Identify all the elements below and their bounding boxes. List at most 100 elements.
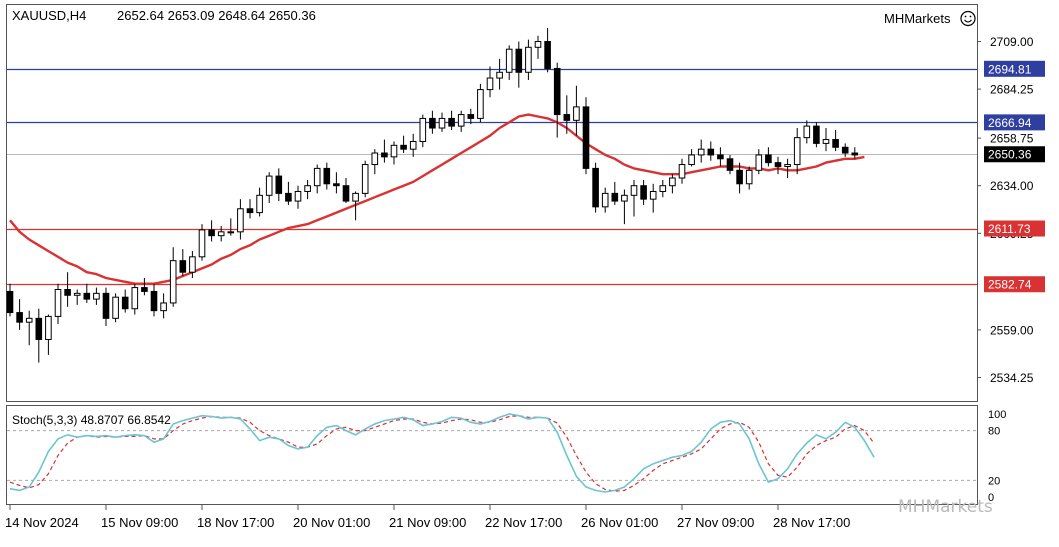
candle xyxy=(448,110,455,130)
candle xyxy=(25,310,33,346)
candle xyxy=(429,110,436,134)
stoch-panel-frame xyxy=(6,405,978,505)
time-label: 20 Nov 01:00 xyxy=(293,515,370,530)
stochastic-oscillator: 100 80 20 0 xyxy=(7,409,1006,504)
price-tick-label: 2559.00 xyxy=(990,323,1034,337)
candle-body xyxy=(457,114,465,127)
candle-body xyxy=(208,229,215,237)
candle-body xyxy=(851,152,859,156)
candle xyxy=(208,220,215,242)
candle-body xyxy=(640,185,647,200)
stoch-axis-label: 80 xyxy=(988,426,1000,438)
candle xyxy=(246,199,254,219)
candle xyxy=(697,139,705,163)
candle-body xyxy=(342,185,350,202)
candle-body xyxy=(611,192,619,202)
candle xyxy=(217,226,225,242)
candle-body xyxy=(496,71,503,79)
candle xyxy=(381,139,388,163)
candle-body xyxy=(793,137,801,166)
candle xyxy=(265,172,273,203)
candle xyxy=(573,85,580,136)
candle xyxy=(707,141,715,161)
candle-body xyxy=(736,169,743,185)
candle xyxy=(582,97,590,175)
candle xyxy=(313,164,321,194)
candle-body xyxy=(563,114,571,121)
level-tag-bg xyxy=(984,114,1045,131)
candle xyxy=(563,95,571,134)
candle-body xyxy=(256,194,263,214)
candle-body xyxy=(102,292,110,319)
candle-body xyxy=(246,208,254,214)
time-label: 27 Nov 09:00 xyxy=(677,515,754,530)
candle-body xyxy=(544,41,551,69)
candle xyxy=(54,283,62,325)
candle-body xyxy=(649,190,657,200)
candle xyxy=(525,39,532,80)
candle xyxy=(361,160,369,198)
candle xyxy=(803,120,811,144)
candle xyxy=(121,289,129,313)
candle-body xyxy=(390,144,398,158)
candle-body xyxy=(141,287,148,292)
level-price-tags: 2694.81 2666.94 2611.73 2582.74 2650.36 xyxy=(984,60,1045,293)
time-label: 22 Nov 17:00 xyxy=(485,515,562,530)
price-tick-label: 2684.25 xyxy=(990,83,1034,97)
candle xyxy=(640,179,647,205)
candle-body xyxy=(582,106,590,169)
candle-body xyxy=(486,77,494,91)
candle-body xyxy=(592,167,599,208)
candle-body xyxy=(169,260,177,304)
candle xyxy=(793,128,801,175)
price-tick-label: 2634.00 xyxy=(990,179,1034,193)
candle xyxy=(141,277,148,296)
stoch-signal-line xyxy=(9,415,875,492)
candles xyxy=(6,28,859,363)
candle xyxy=(438,112,446,132)
candle xyxy=(765,147,772,167)
current-price-tag-label: 2650.36 xyxy=(988,148,1032,162)
candle-body xyxy=(525,46,532,73)
brand-watermark: MHMarkets xyxy=(898,497,993,517)
candle xyxy=(35,308,43,363)
candle xyxy=(621,189,628,225)
candle-body xyxy=(822,139,830,144)
candle xyxy=(304,179,311,200)
candle xyxy=(169,247,177,307)
price-tick-label: 2658.75 xyxy=(990,132,1034,146)
candle-body xyxy=(35,317,43,340)
candle xyxy=(736,162,743,194)
candle-body xyxy=(381,152,388,158)
symbol-label: XAUUSD,H4 xyxy=(12,8,86,23)
candle-body xyxy=(467,114,475,119)
time-label: 21 Nov 09:00 xyxy=(389,515,466,530)
candle xyxy=(323,162,331,190)
level-tag-bg xyxy=(984,276,1045,293)
candle-body xyxy=(707,148,715,156)
candle xyxy=(285,181,292,205)
candle-body xyxy=(265,175,273,196)
candle-body xyxy=(237,208,244,233)
candle-body xyxy=(333,183,340,187)
price-axis: 2709.002684.252658.752634.002609.252559.… xyxy=(977,35,1034,385)
candle xyxy=(419,114,427,148)
candle xyxy=(649,183,657,213)
candle xyxy=(112,293,119,323)
candle xyxy=(515,41,523,88)
candle-body xyxy=(73,292,81,296)
candle xyxy=(45,314,52,355)
stoch-axis-label: 0 xyxy=(988,492,994,504)
candle-body xyxy=(361,164,369,194)
candle-body xyxy=(697,148,705,156)
time-label: 14 Nov 2024 xyxy=(5,515,79,530)
candle xyxy=(688,149,695,167)
current-price-tag-bg xyxy=(984,146,1045,163)
candle xyxy=(179,249,187,277)
candle xyxy=(333,172,340,194)
candle xyxy=(774,156,782,175)
candle-body xyxy=(832,139,839,148)
candle-body xyxy=(841,146,849,154)
candle-body xyxy=(179,260,187,273)
candle-body xyxy=(352,192,359,202)
